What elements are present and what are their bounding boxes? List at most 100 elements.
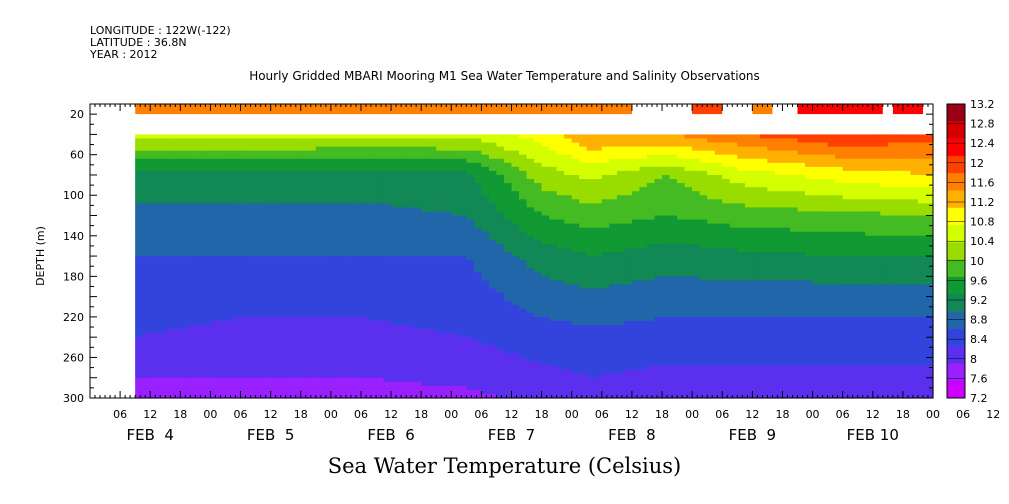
heatmap-cell <box>526 154 535 160</box>
heatmap-cell <box>624 154 633 160</box>
heatmap-cell <box>436 280 445 286</box>
heatmap-cell <box>300 373 309 379</box>
heatmap-cell <box>345 247 355 253</box>
heatmap-cell <box>541 142 550 148</box>
heatmap-cell <box>308 154 317 160</box>
heatmap-cell <box>225 333 234 338</box>
heatmap-cell <box>428 211 437 217</box>
heatmap-cell <box>564 268 573 273</box>
heatmap-cell <box>345 264 355 269</box>
heatmap-cell <box>631 207 641 213</box>
heatmap-cell <box>202 296 212 302</box>
heatmap-cell <box>519 284 528 290</box>
heatmap-cell <box>646 337 656 342</box>
heatmap-cell <box>639 345 648 350</box>
heatmap-cell <box>639 146 648 152</box>
heatmap-cell <box>669 320 678 326</box>
heatmap-cell <box>662 187 671 192</box>
heatmap-cell <box>496 325 505 330</box>
heatmap-cell <box>135 308 144 314</box>
heatmap-cell <box>270 333 279 338</box>
heatmap-cell <box>263 369 272 375</box>
heatmap-cell <box>556 373 565 379</box>
heatmap-cell <box>451 223 460 229</box>
heatmap-cell <box>217 158 227 164</box>
heatmap-cell <box>195 353 204 359</box>
heatmap-cell <box>413 166 422 172</box>
heatmap-cell <box>586 227 595 233</box>
heatmap-cell <box>631 389 641 395</box>
heatmap-cell <box>458 252 467 257</box>
heatmap-cell <box>368 304 377 310</box>
heatmap-cell <box>511 333 520 338</box>
heatmap-cell <box>669 333 678 338</box>
heatmap-cell <box>270 393 279 399</box>
heatmap-cell <box>398 288 407 294</box>
heatmap-cell <box>142 389 151 395</box>
heatmap-cell <box>684 325 693 330</box>
heatmap-cell <box>473 199 482 204</box>
heatmap-cell <box>383 264 392 269</box>
heatmap-cell <box>263 337 272 342</box>
heatmap-cell <box>263 247 272 253</box>
heatmap-cell <box>308 272 317 277</box>
heatmap-cell <box>519 377 528 383</box>
heatmap-cell <box>421 292 430 298</box>
heatmap-cell <box>594 215 603 221</box>
heatmap-cell <box>526 199 535 204</box>
heatmap-cell <box>511 373 520 379</box>
heatmap-cell <box>571 357 580 363</box>
heatmap-cell <box>488 215 498 221</box>
heatmap-cell <box>488 162 498 168</box>
heatmap-cell <box>466 150 475 156</box>
heatmap-cell <box>391 300 400 306</box>
heatmap-cell <box>549 337 558 342</box>
heatmap-cell <box>436 207 445 213</box>
heatmap-cell <box>519 365 528 371</box>
heatmap-cell <box>534 296 543 302</box>
heatmap-cell <box>443 146 452 152</box>
heatmap-cell <box>248 312 257 318</box>
heatmap-cell <box>293 276 302 281</box>
heatmap-cell <box>353 280 362 286</box>
heatmap-cell <box>699 389 708 395</box>
heatmap-cell <box>323 365 332 371</box>
heatmap-cell <box>248 179 257 184</box>
heatmap-cell <box>323 243 332 249</box>
heatmap-cell <box>556 300 565 306</box>
heatmap-cell <box>157 150 166 156</box>
heatmap-cell <box>233 280 242 286</box>
heatmap-cell <box>308 389 317 395</box>
heatmap-cell <box>345 268 355 273</box>
heatmap-cell <box>526 247 535 253</box>
heatmap-cell <box>240 325 249 330</box>
heatmap-cell <box>503 154 513 160</box>
heatmap-cell <box>609 142 618 148</box>
heatmap-cell <box>707 223 716 229</box>
heatmap-cell <box>451 320 460 326</box>
heatmap-cell <box>707 325 716 330</box>
heatmap-cell <box>330 256 339 261</box>
heatmap-cell <box>549 288 558 294</box>
heatmap-cell <box>699 320 708 326</box>
heatmap-cell <box>150 365 159 371</box>
heatmap-cell <box>217 264 227 269</box>
heatmap-cell <box>142 361 151 367</box>
heatmap-cell <box>278 337 287 342</box>
heatmap-cell <box>150 183 159 188</box>
heatmap-cell <box>428 243 437 249</box>
heatmap-cell <box>413 333 422 338</box>
heatmap-cell <box>345 353 355 359</box>
heatmap-cell <box>406 357 415 363</box>
heatmap-cell <box>503 341 513 346</box>
heatmap-cell <box>353 381 362 387</box>
heatmap-cell <box>263 300 272 306</box>
heatmap-cell <box>300 337 309 342</box>
heatmap-cell <box>662 146 671 152</box>
heatmap-cell <box>157 256 166 261</box>
heatmap-cell <box>631 272 641 277</box>
heatmap-cell <box>150 162 159 168</box>
heatmap-cell <box>519 296 528 302</box>
heatmap-cell <box>225 231 234 237</box>
heatmap-cell <box>413 162 422 168</box>
